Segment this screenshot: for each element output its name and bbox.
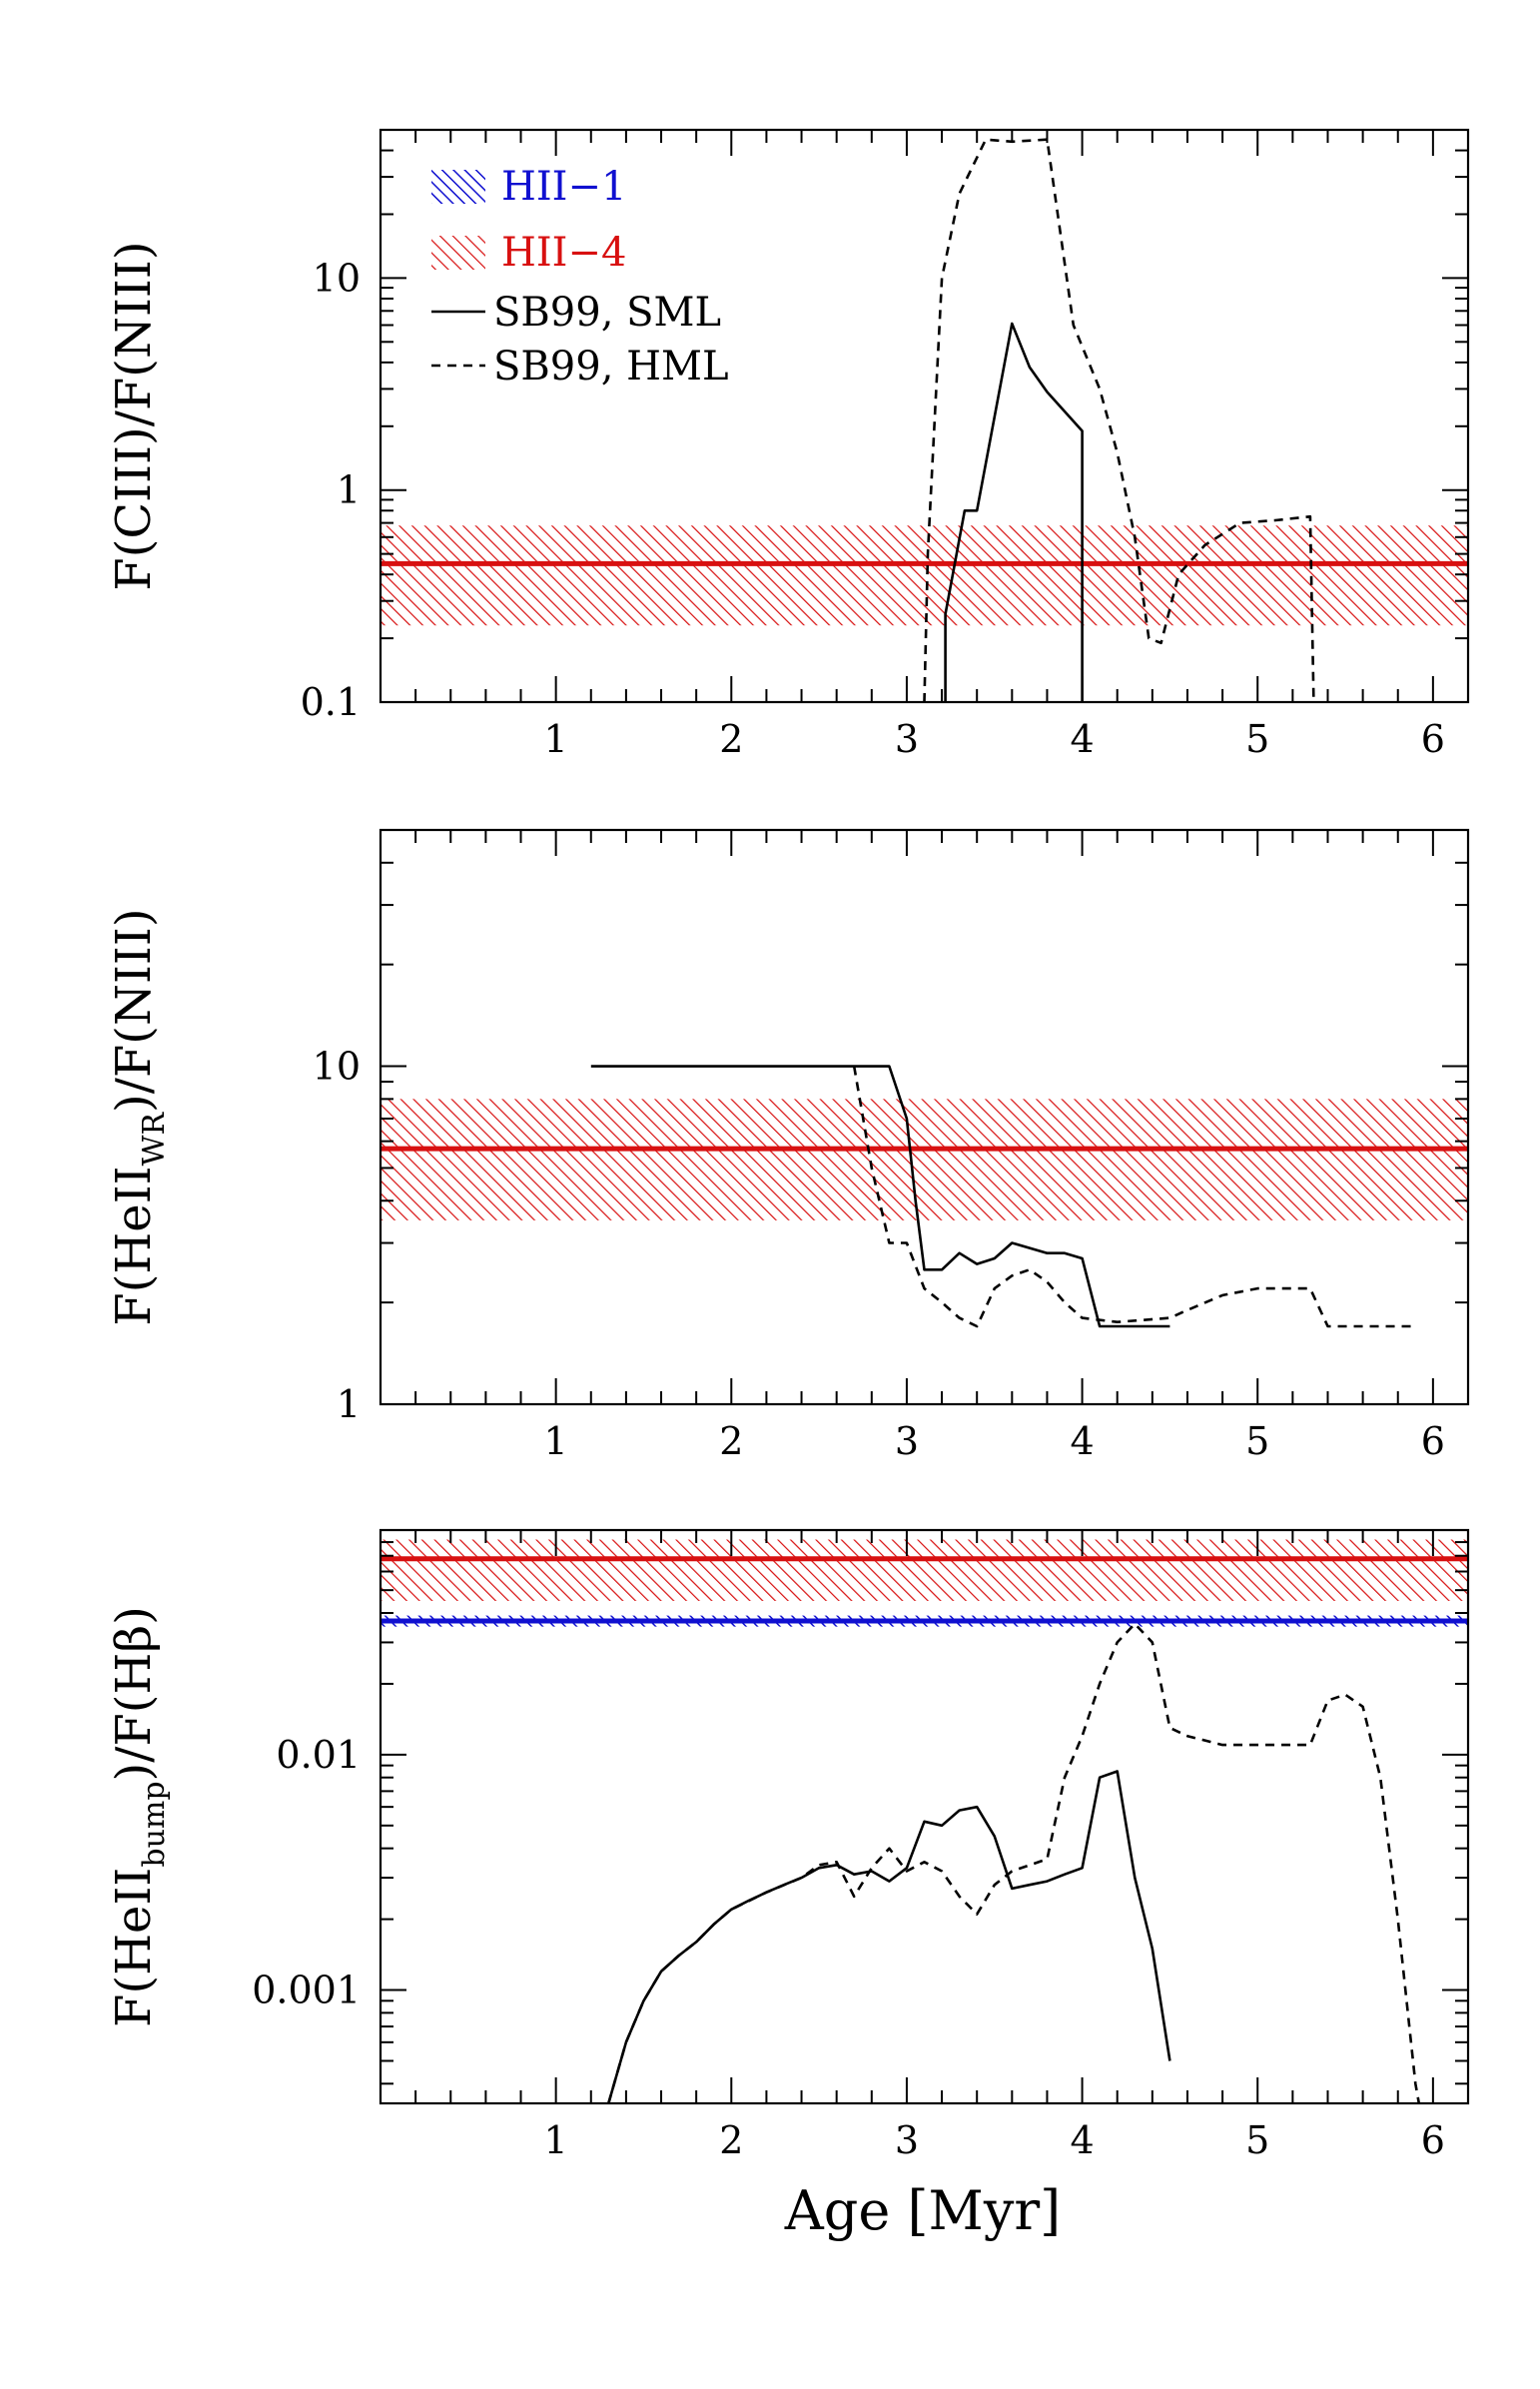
series-sml-line <box>607 1770 1171 2103</box>
series-hml-line <box>852 1066 1416 1328</box>
legend-label: SB99, SML <box>493 290 721 336</box>
legend-label: SB99, HML <box>493 344 729 390</box>
x-tick-label: 1 <box>544 1419 568 1463</box>
x-tick-label: 1 <box>544 717 568 761</box>
x-tick-label: 3 <box>895 717 919 761</box>
legend: HII−1 HII−4 SB99, SML SB99, HML <box>431 164 729 390</box>
x-tick-label: 6 <box>1421 1419 1445 1463</box>
y-axis-label: F(HeIIWR)/F(NIII) <box>106 908 172 1325</box>
legend-label: HII−4 <box>501 230 626 276</box>
series-sml-line <box>944 322 1084 702</box>
panel-3: 1 2 3 4 5 6 0.001 0.01 F(HeIIbump)/F(Hβ) <box>106 1528 1470 2162</box>
y-tick-label: 1 <box>337 468 361 512</box>
x-tick-label: 4 <box>1070 717 1094 761</box>
panel-1: 1 2 3 4 5 6 0.1 1 10 F(CIII)/F(NIII) <box>106 128 1470 761</box>
x-tick-label: 1 <box>544 2118 568 2162</box>
y-axis-label: F(HeIIbump)/F(Hβ) <box>106 1606 172 2027</box>
x-tick-label: 3 <box>895 1419 919 1463</box>
legend-label: HII−1 <box>501 164 626 210</box>
x-tick-label: 5 <box>1245 1419 1269 1463</box>
band-hii-4 <box>381 525 1468 626</box>
x-tick-label: 6 <box>1421 2118 1445 2162</box>
x-axis-label: Age [Myr] <box>784 2179 1061 2242</box>
x-tick-label: 3 <box>895 2118 919 2162</box>
y-tick-label: 1 <box>337 1382 361 1426</box>
x-tick-label: 4 <box>1070 1419 1094 1463</box>
y-tick-label: 0.001 <box>252 1969 361 2012</box>
y-tick-label: 10 <box>313 256 361 300</box>
legend-swatch <box>431 170 485 204</box>
band-hii-4 <box>381 1539 1468 1601</box>
x-tick-label: 4 <box>1070 2118 1094 2162</box>
band-hii-4 <box>381 1099 1468 1220</box>
x-tick-label: 2 <box>719 1419 743 1463</box>
y-tick-label: 0.01 <box>276 1733 361 1777</box>
series-sml-line <box>590 1065 1170 1328</box>
x-tick-label: 6 <box>1421 717 1445 761</box>
series-hml-line <box>607 1622 1421 2103</box>
y-tick-label: 10 <box>313 1045 361 1089</box>
x-tick-label: 2 <box>719 717 743 761</box>
plot-frame <box>379 828 1470 1406</box>
plot-frame <box>379 128 1470 704</box>
y-tick-label: 0.1 <box>301 680 361 724</box>
panel-2: 1 2 3 4 5 6 1 10 F(HeIIWR)/F(NIII) <box>106 828 1470 1463</box>
x-tick-label: 5 <box>1245 2118 1269 2162</box>
legend-swatch <box>431 236 485 270</box>
y-axis-label: F(CIII)/F(NIII) <box>106 241 162 590</box>
x-tick-label: 5 <box>1245 717 1269 761</box>
plot-frame <box>379 1528 1470 2105</box>
x-tick-label: 2 <box>719 2118 743 2162</box>
